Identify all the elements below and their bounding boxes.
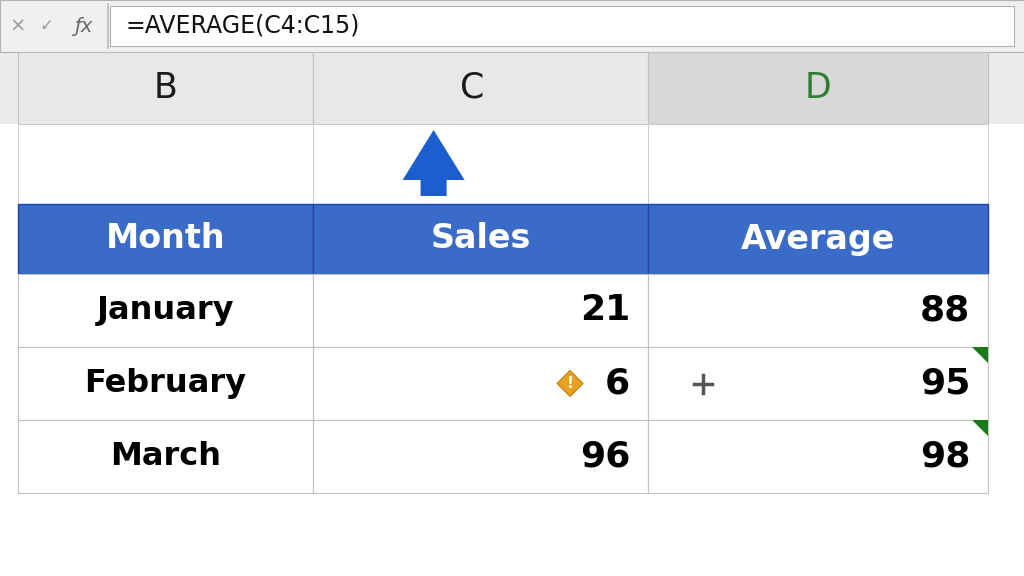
Bar bbox=[313, 347, 648, 420]
Bar bbox=[648, 52, 988, 124]
Bar bbox=[18, 274, 313, 347]
Text: Month: Month bbox=[105, 222, 225, 256]
Text: ƒx: ƒx bbox=[74, 17, 92, 36]
Text: =AVERAGE(C4:C15): =AVERAGE(C4:C15) bbox=[126, 14, 360, 38]
Bar bbox=[648, 204, 988, 274]
Bar bbox=[648, 420, 988, 493]
Bar bbox=[0, 0, 1024, 52]
Text: ✓: ✓ bbox=[39, 17, 53, 35]
Bar bbox=[18, 204, 313, 274]
Bar bbox=[313, 420, 648, 493]
Bar bbox=[18, 420, 313, 493]
Bar bbox=[18, 347, 313, 420]
Text: 98: 98 bbox=[920, 439, 970, 473]
Bar bbox=[313, 124, 648, 204]
Text: March: March bbox=[110, 441, 221, 472]
Text: January: January bbox=[96, 295, 234, 326]
Polygon shape bbox=[972, 347, 988, 363]
Text: Average: Average bbox=[740, 222, 895, 256]
Text: 96: 96 bbox=[580, 439, 630, 473]
Text: B: B bbox=[154, 71, 177, 105]
Bar bbox=[313, 274, 648, 347]
Bar bbox=[313, 52, 648, 124]
Bar bbox=[18, 124, 313, 204]
Text: !: ! bbox=[566, 376, 573, 391]
Bar bbox=[18, 52, 313, 124]
Bar bbox=[0, 52, 1024, 124]
Text: 88: 88 bbox=[920, 294, 970, 328]
Polygon shape bbox=[557, 370, 583, 396]
Bar bbox=[110, 6, 1014, 46]
Bar bbox=[648, 124, 988, 204]
Polygon shape bbox=[972, 420, 988, 436]
Bar bbox=[313, 204, 648, 274]
Text: 6: 6 bbox=[605, 366, 630, 400]
Text: 21: 21 bbox=[580, 294, 630, 328]
Text: Sales: Sales bbox=[430, 222, 530, 256]
Bar bbox=[648, 274, 988, 347]
Text: D: D bbox=[805, 71, 831, 105]
Text: C: C bbox=[460, 71, 484, 105]
Bar bbox=[648, 347, 988, 420]
Text: ×: × bbox=[10, 17, 27, 36]
Text: February: February bbox=[85, 368, 247, 399]
Text: 95: 95 bbox=[920, 366, 970, 400]
Polygon shape bbox=[402, 130, 465, 196]
